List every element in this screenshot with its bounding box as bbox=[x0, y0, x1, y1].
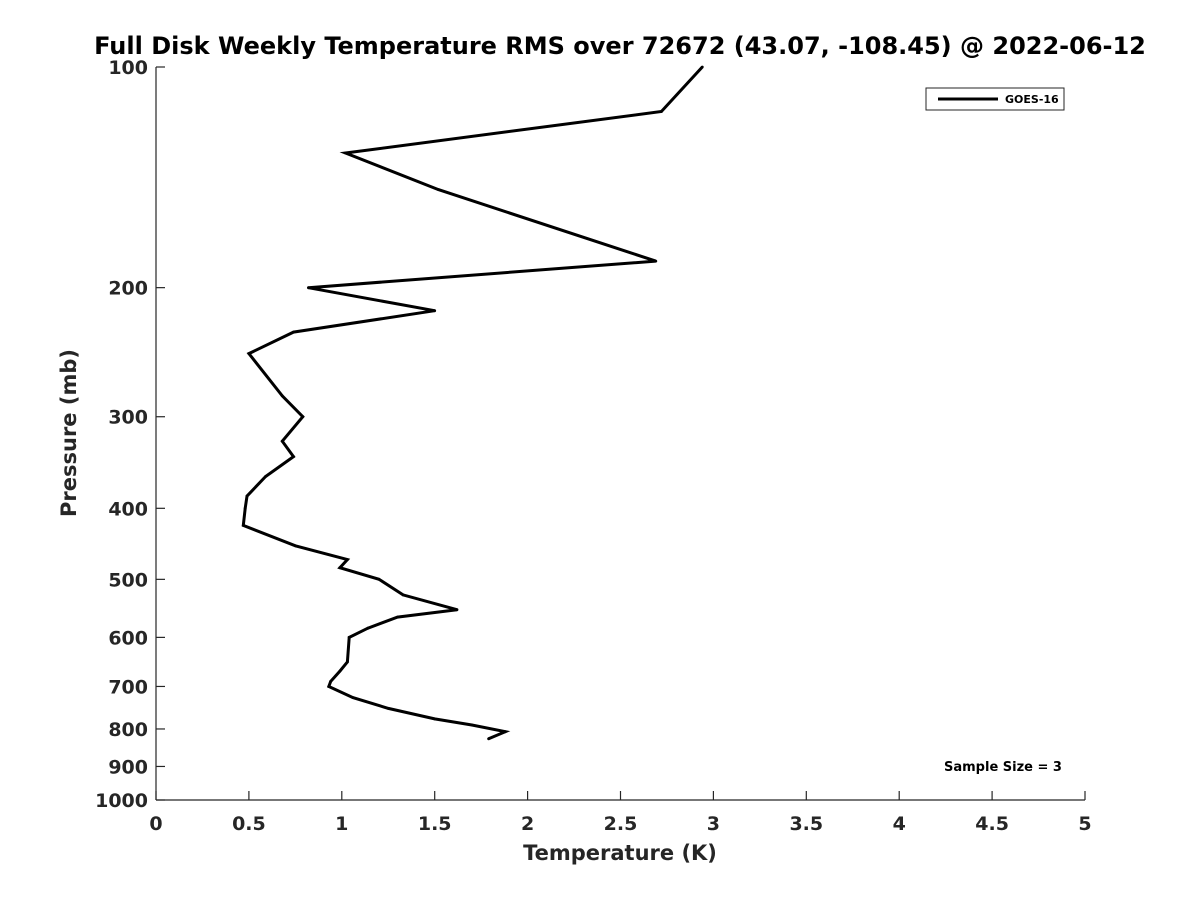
data-point bbox=[329, 680, 333, 683]
y-tick-label: 700 bbox=[108, 676, 148, 698]
data-point bbox=[292, 330, 295, 334]
y-axis-ticks: 100 200 300 400 500 600 700 800 900 1000 bbox=[95, 57, 165, 812]
x-axis-ticks: 0 0.5 1 1.5 2 2.5 3 3.5 4 4.5 5 bbox=[149, 791, 1092, 835]
data-point bbox=[327, 685, 331, 688]
data-point bbox=[433, 717, 437, 721]
data-point bbox=[503, 730, 507, 734]
data-point bbox=[433, 309, 437, 313]
sample-size-annotation: Sample Size = 3 bbox=[944, 760, 1062, 775]
data-point bbox=[338, 566, 342, 570]
chart-title: Full Disk Weekly Temperature RMS over 72… bbox=[94, 32, 1146, 60]
data-point bbox=[280, 439, 284, 443]
y-tick-label: 900 bbox=[108, 756, 148, 778]
data-point bbox=[294, 544, 297, 548]
data-point bbox=[241, 524, 245, 527]
data-point bbox=[347, 636, 351, 639]
data-point bbox=[292, 455, 295, 458]
x-axis-label: Temperature (K) bbox=[523, 841, 717, 865]
data-point bbox=[366, 626, 370, 630]
x-tick-label: 5 bbox=[1078, 813, 1091, 835]
data-point bbox=[344, 151, 347, 155]
y-tick-label: 800 bbox=[108, 719, 148, 741]
data-point bbox=[338, 669, 342, 673]
y-tick-label: 500 bbox=[108, 569, 148, 591]
data-point bbox=[245, 494, 249, 498]
data-point bbox=[301, 415, 305, 419]
data-point bbox=[455, 608, 459, 612]
legend: GOES-16 bbox=[925, 87, 1065, 111]
x-tick-label: 2.5 bbox=[604, 813, 638, 835]
y-tick-label: 300 bbox=[108, 407, 148, 429]
data-point bbox=[654, 259, 658, 263]
data-point bbox=[437, 188, 440, 192]
series-line-goes-16 bbox=[241, 65, 704, 741]
data-point bbox=[247, 352, 251, 355]
data-point bbox=[470, 723, 474, 727]
x-tick-label: 4.5 bbox=[975, 813, 1009, 835]
data-point bbox=[280, 394, 284, 398]
x-tick-label: 2 bbox=[521, 813, 534, 835]
data-point bbox=[700, 65, 704, 69]
y-tick-label: 1000 bbox=[95, 790, 148, 812]
data-point bbox=[346, 558, 349, 561]
data-point bbox=[401, 593, 405, 597]
data-point bbox=[660, 110, 663, 113]
data-point bbox=[264, 475, 267, 478]
series-layer bbox=[241, 65, 704, 741]
data-point bbox=[396, 615, 399, 619]
data-point bbox=[346, 660, 349, 664]
data-point bbox=[307, 286, 310, 290]
data-point bbox=[487, 737, 490, 741]
data-point bbox=[351, 696, 355, 699]
data-point bbox=[377, 577, 381, 581]
y-tick-label: 200 bbox=[108, 278, 148, 300]
data-point bbox=[386, 707, 390, 710]
data-point bbox=[243, 506, 247, 510]
y-axis-label: Pressure (mb) bbox=[57, 349, 81, 517]
y-tick-label: 100 bbox=[108, 57, 148, 79]
x-tick-label: 3.5 bbox=[789, 813, 823, 835]
x-tick-label: 3 bbox=[707, 813, 720, 835]
x-tick-label: 4 bbox=[893, 813, 906, 835]
x-tick-label: 0.5 bbox=[232, 813, 266, 835]
x-tick-label: 1 bbox=[335, 813, 348, 835]
legend-label-goes-16: GOES-16 bbox=[1005, 93, 1059, 106]
y-tick-label: 600 bbox=[108, 627, 148, 649]
x-tick-label: 0 bbox=[149, 813, 162, 835]
x-tick-label: 1.5 bbox=[418, 813, 452, 835]
y-tick-label: 400 bbox=[108, 498, 148, 520]
